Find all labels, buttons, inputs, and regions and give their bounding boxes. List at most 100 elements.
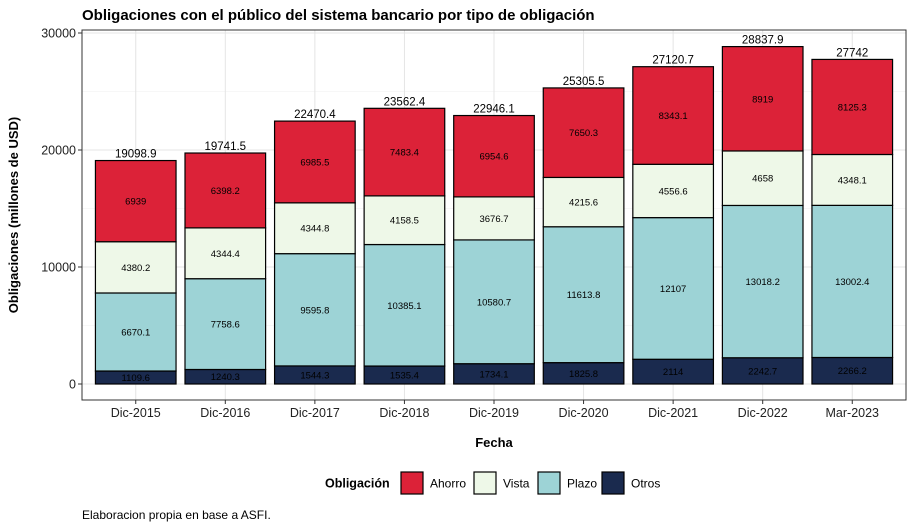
x-tick-label: Dic-2019 [469,406,519,420]
x-tick-label: Dic-2020 [559,406,609,420]
y-tick-label: 30000 [41,27,76,41]
segment-value-label: 6398.2 [211,186,240,197]
segment-value-label: 2266.2 [838,366,867,377]
x-tick-label: Dic-2017 [290,406,340,420]
legend-label: Vista [503,477,530,491]
y-tick-label: 20000 [41,144,76,158]
segment-value-label: 9595.8 [300,305,329,316]
bar-segment-ahorro [184,152,267,229]
bar-total-label: 27742 [836,47,868,59]
segment-value-label: 4556.6 [659,186,688,197]
segment-value-label: 1535.4 [390,371,419,382]
segment-value-label: 8125.3 [838,102,867,113]
segment-value-label: 2242.7 [748,366,777,377]
segment-value-label: 4380.2 [121,263,150,274]
bar-segment-plazo [94,292,177,372]
segment-value-label: 1544.3 [300,370,329,381]
segment-value-label: 2114 [663,367,683,378]
y-tick-label: 0 [69,378,76,392]
segment-value-label: 4348.1 [838,175,867,186]
x-tick-label: Dic-2021 [648,406,698,420]
segment-value-label: 1109.6 [122,373,150,384]
plot-area: 1109.6 6670.1 4380.2 6939 19098.9 1240.3 7758.… [41,27,907,420]
bar-segment-ahorro [542,87,625,179]
caption: Elaboracion propia en base a ASFI. [82,508,271,522]
bar-segment-ahorro [453,114,535,198]
bar-segment-otros [721,357,804,385]
bar-segment-ahorro [273,120,356,204]
bar-segment-plazo [811,204,894,359]
legend-swatch-vista [473,471,497,495]
bar-segment-plazo [453,239,535,365]
segment-value-label: 6985.5 [300,157,329,168]
segment-value-label: 11613.8 [567,290,601,301]
bar-segment-otros [632,358,715,385]
segment-value-label: 1734.1 [479,369,508,380]
legend-swatch-otros [601,471,625,495]
legend-title: Obligación [325,477,390,491]
bar-segment-plazo [273,253,356,367]
x-tick-label: Dic-2018 [379,406,429,420]
x-tick-label: Dic-2015 [111,406,161,420]
segment-value-label: 4158.5 [390,216,419,227]
bar-total-label: 28837.9 [742,35,784,47]
bar-segment-vista [184,227,267,280]
bar-segment-vista [363,195,446,246]
segment-value-label: 10580.7 [477,297,511,308]
bar-segment-vista [273,202,356,255]
segment-value-label: 10385.1 [387,301,421,312]
legend-label: Plazo [567,477,597,491]
segment-value-label: 13018.2 [746,277,780,288]
segment-value-label: 7758.6 [211,320,240,331]
bar-segment-ahorro [94,159,177,243]
segment-value-label: 6939 [125,197,146,208]
bar-segment-vista [542,176,625,228]
bar-segment-ahorro [363,107,446,197]
chart-title: Obligaciones con el público del sistema … [82,7,595,24]
segment-value-label: 6670.1 [121,327,150,338]
segment-value-label: 6954.6 [479,152,508,163]
segment-value-label: 4344.8 [300,224,329,235]
bar-segment-ahorro [721,45,804,152]
bar-segment-vista [811,153,894,206]
segment-value-label: 7650.3 [569,128,598,139]
segment-value-label: 1240.3 [211,372,240,383]
segment-value-label: 1825.8 [569,369,598,380]
bar-segment-ahorro [811,58,894,156]
bar-total-label: 25305.5 [563,76,605,88]
legend-swatch-ahorro [400,471,424,495]
bar-segment-vista [632,163,715,219]
legend-label: Ahorro [430,477,466,491]
legend: Obligación Ahorro Vista Plazo Otros [325,471,660,495]
legend-swatch-plazo [537,471,561,495]
y-axis-title: Obligaciones (millones de USD) [6,117,21,313]
bar-segment-vista [453,196,535,241]
x-axis-title: Fecha [475,435,513,450]
segment-value-label: 4344.4 [211,249,240,260]
y-tick-label: 10000 [41,261,76,275]
x-tick-label: Mar-2023 [826,406,880,420]
segment-value-label: 8919 [752,94,773,105]
segment-value-label: 4658 [752,174,773,185]
segment-value-label: 12107 [660,284,686,295]
bar-total-label: 19098.9 [115,149,157,161]
segment-value-label: 4215.6 [569,198,598,209]
bar-segment-otros [811,356,894,385]
bar-total-label: 19741.5 [205,141,247,153]
segment-value-label: 8343.1 [659,111,688,122]
bar-segment-plazo [184,278,267,371]
bar-total-label: 22946.1 [473,104,515,116]
bar-segment-plazo [363,243,446,367]
bar-total-label: 22470.4 [294,109,336,121]
legend-label: Otros [631,477,660,491]
bar-total-label: 27120.7 [652,55,694,67]
bar-segment-ahorro [632,66,715,165]
x-tick-label: Dic-2022 [738,406,788,420]
segment-value-label: 3676.7 [479,214,508,225]
segment-value-label: 7483.4 [390,148,419,159]
bar-segment-vista [721,150,804,207]
bar-segment-plazo [542,226,625,364]
x-tick-label: Dic-2016 [200,406,250,420]
bar-segment-plazo [721,204,804,359]
